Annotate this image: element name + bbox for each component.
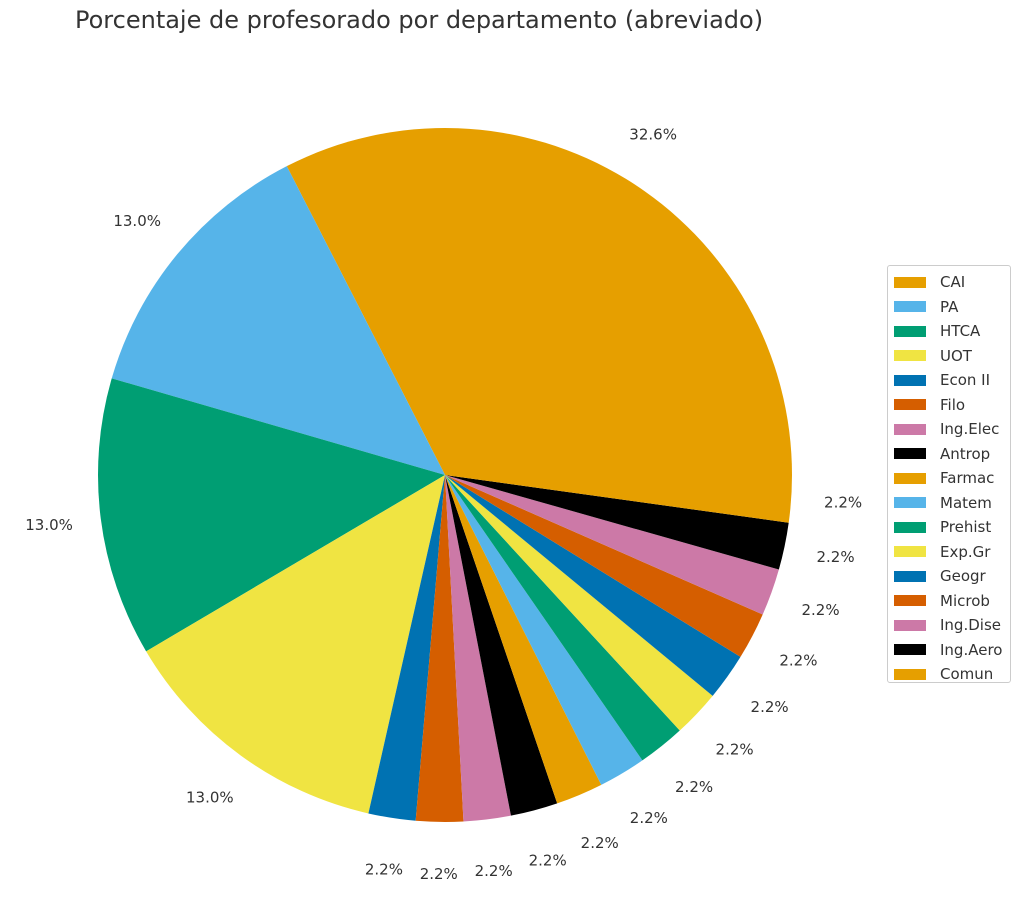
legend-label: Microb — [940, 591, 990, 610]
legend-swatch — [894, 497, 926, 509]
legend-swatch — [894, 374, 926, 386]
legend-item: Filo — [894, 393, 1010, 418]
pie-slice-matem — [445, 475, 643, 785]
legend-swatch — [894, 619, 926, 631]
slice-label: 32.6% — [629, 126, 677, 144]
slice-label: 2.2% — [801, 601, 839, 619]
pie-slice-prehist — [445, 475, 680, 761]
legend-item: Microb — [894, 589, 1010, 614]
legend-item: Prehist — [894, 515, 1010, 540]
pie-slice-geogr — [445, 475, 741, 696]
legend-label: Filo — [940, 395, 966, 414]
legend-item: Ing.Aero — [894, 638, 1010, 663]
slice-label: 2.2% — [581, 834, 619, 852]
pie-slice-ing-dise — [445, 475, 779, 615]
legend-item: Comun — [894, 662, 1010, 687]
pie-slice-econ-ii — [368, 475, 445, 821]
slice-label: 2.2% — [365, 860, 403, 878]
legend-item: Antrop — [894, 442, 1010, 467]
legend-item: Ing.Elec — [894, 417, 1010, 442]
pie-slice-microb — [445, 475, 763, 657]
pie-slice-exp-gr — [445, 475, 713, 731]
legend-label: Ing.Elec — [940, 420, 1000, 439]
legend-item: PA — [894, 295, 1010, 320]
legend-item: Econ II — [894, 368, 1010, 393]
pie-slice-cai — [286, 127, 792, 475]
chart-title: Porcentaje de profesorado por departamen… — [75, 6, 764, 34]
legend-label: Comun — [940, 665, 994, 684]
legend-swatch — [894, 276, 926, 288]
slice-label: 2.2% — [824, 494, 862, 512]
pie-slice-htca — [97, 378, 445, 652]
legend-item: Matem — [894, 491, 1010, 516]
legend-item: Farmac — [894, 466, 1010, 491]
legend-swatch — [894, 595, 926, 607]
legend-item: UOT — [894, 344, 1010, 369]
legend-label: PA — [940, 297, 959, 316]
legend-swatch — [894, 423, 926, 435]
legend-swatch — [894, 546, 926, 558]
slice-label: 13.0% — [113, 212, 161, 230]
legend-swatch — [894, 448, 926, 460]
legend-swatch — [894, 350, 926, 362]
legend-item: Ing.Dise — [894, 613, 1010, 638]
legend-item: Exp.Gr — [894, 540, 1010, 565]
legend-swatch — [894, 325, 926, 337]
legend-item: Geogr — [894, 564, 1010, 589]
legend-swatch — [894, 570, 926, 582]
pie-slice-comun — [445, 475, 792, 523]
legend-item: CAI — [894, 270, 1010, 295]
pie-slice-uot — [146, 475, 445, 814]
slice-label: 2.2% — [475, 862, 513, 880]
slice-label: 13.0% — [25, 516, 73, 534]
legend-label: Exp.Gr — [940, 542, 991, 561]
slice-label: 2.2% — [675, 778, 713, 796]
legend-label: UOT — [940, 346, 972, 365]
slice-label: 13.0% — [186, 788, 234, 806]
pie-slice-pa — [111, 166, 445, 475]
slice-label: 2.2% — [529, 852, 567, 870]
pie-slice-filo — [415, 475, 464, 822]
pie-slice-antrop — [445, 475, 558, 816]
legend-item: HTCA — [894, 319, 1010, 344]
legend-label: HTCA — [940, 322, 981, 341]
pie-slice-farmac — [445, 475, 602, 804]
legend-label: Farmac — [940, 469, 995, 488]
legend-swatch — [894, 472, 926, 484]
legend-label: Ing.Dise — [940, 616, 1001, 635]
legend-swatch — [894, 301, 926, 313]
pie-slice-ing-aero — [445, 475, 789, 570]
legend-swatch — [894, 521, 926, 533]
slice-label: 2.2% — [751, 698, 789, 716]
legend-label: Matem — [940, 493, 992, 512]
slice-label: 2.2% — [816, 548, 854, 566]
slice-label: 2.2% — [630, 809, 668, 827]
legend-label: Econ II — [940, 371, 991, 390]
slice-label: 2.2% — [716, 741, 754, 759]
legend-label: Prehist — [940, 518, 992, 537]
slice-label: 2.2% — [420, 865, 458, 883]
legend-label: Geogr — [940, 567, 986, 586]
slice-label: 2.2% — [779, 651, 817, 669]
legend: CAI PA HTCA UOT Econ II Filo Ing.Elec Antrop Far… — [887, 265, 1011, 683]
legend-label: CAI — [940, 273, 966, 292]
legend-label: Ing.Aero — [940, 640, 1003, 659]
legend-label: Antrop — [940, 444, 991, 463]
legend-swatch — [894, 668, 926, 680]
legend-swatch — [894, 399, 926, 411]
legend-swatch — [894, 644, 926, 656]
pie-slice-ing-elec — [445, 475, 511, 822]
